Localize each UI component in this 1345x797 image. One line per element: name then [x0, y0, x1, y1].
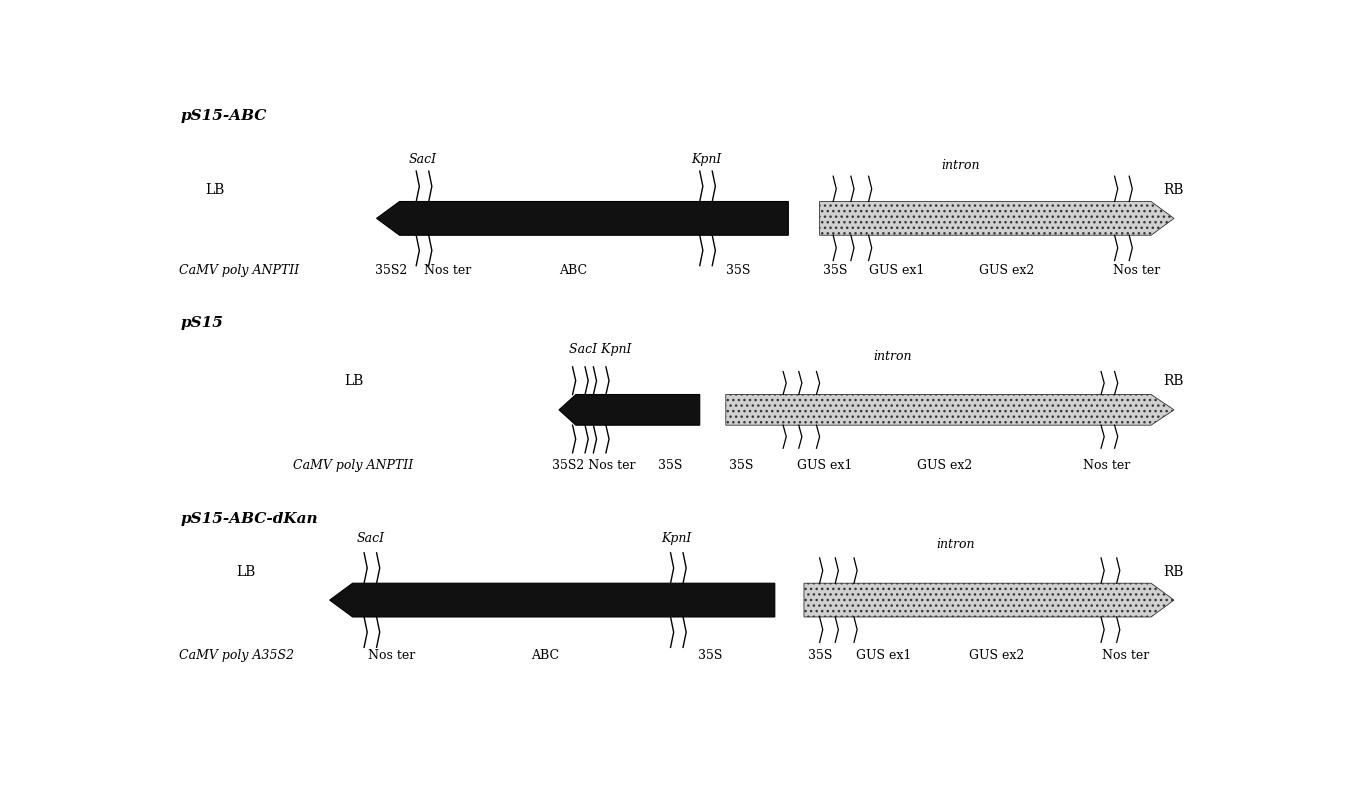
- Text: KpnI: KpnI: [691, 153, 721, 167]
- Text: Nos ter: Nos ter: [1112, 265, 1159, 277]
- Text: LB: LB: [344, 375, 363, 388]
- Text: intron: intron: [941, 159, 979, 172]
- Text: Nos ter: Nos ter: [424, 265, 471, 277]
- Text: 35S2 Nos ter: 35S2 Nos ter: [551, 459, 635, 472]
- Text: 35S: 35S: [698, 650, 722, 662]
- Text: 35S: 35S: [808, 650, 833, 662]
- Text: KpnI: KpnI: [662, 532, 691, 545]
- Text: RB: RB: [1163, 375, 1184, 388]
- Text: SacI KpnI: SacI KpnI: [569, 344, 632, 356]
- Text: 35S: 35S: [726, 265, 751, 277]
- Text: RB: RB: [1163, 564, 1184, 579]
- Text: intron: intron: [936, 538, 974, 551]
- Text: GUS ex2: GUS ex2: [979, 265, 1034, 277]
- Text: 35S2: 35S2: [374, 265, 406, 277]
- Text: pS15-ABC-dKan: pS15-ABC-dKan: [180, 512, 319, 527]
- Text: ABC: ABC: [560, 265, 588, 277]
- Text: LB: LB: [206, 183, 225, 197]
- Text: ABC: ABC: [531, 650, 560, 662]
- Text: LB: LB: [237, 564, 256, 579]
- Text: CaMV poly A35S2: CaMV poly A35S2: [179, 650, 293, 662]
- Text: 35S: 35S: [823, 265, 847, 277]
- Polygon shape: [560, 395, 699, 425]
- Text: 35S: 35S: [729, 459, 753, 472]
- Polygon shape: [804, 583, 1174, 617]
- Text: SacI: SacI: [409, 153, 437, 167]
- Text: GUS ex1: GUS ex1: [869, 265, 924, 277]
- Text: CaMV poly ANPTII: CaMV poly ANPTII: [179, 265, 299, 277]
- Text: SacI: SacI: [356, 532, 385, 545]
- Text: Nos ter: Nos ter: [1083, 459, 1131, 472]
- Polygon shape: [819, 202, 1174, 235]
- Text: GUS ex1: GUS ex1: [857, 650, 912, 662]
- Text: GUS ex2: GUS ex2: [968, 650, 1024, 662]
- Text: RB: RB: [1163, 183, 1184, 197]
- Text: pS15-ABC: pS15-ABC: [180, 109, 268, 124]
- Text: CaMV poly ANPTII: CaMV poly ANPTII: [293, 459, 413, 472]
- Text: Nos ter: Nos ter: [369, 650, 416, 662]
- Text: GUS ex1: GUS ex1: [796, 459, 851, 472]
- Polygon shape: [377, 202, 788, 235]
- Text: intron: intron: [873, 350, 912, 363]
- Text: Nos ter: Nos ter: [1102, 650, 1150, 662]
- Polygon shape: [726, 395, 1174, 425]
- Text: pS15: pS15: [180, 316, 223, 330]
- Text: 35S: 35S: [658, 459, 682, 472]
- Polygon shape: [330, 583, 775, 617]
- Text: GUS ex2: GUS ex2: [916, 459, 972, 472]
